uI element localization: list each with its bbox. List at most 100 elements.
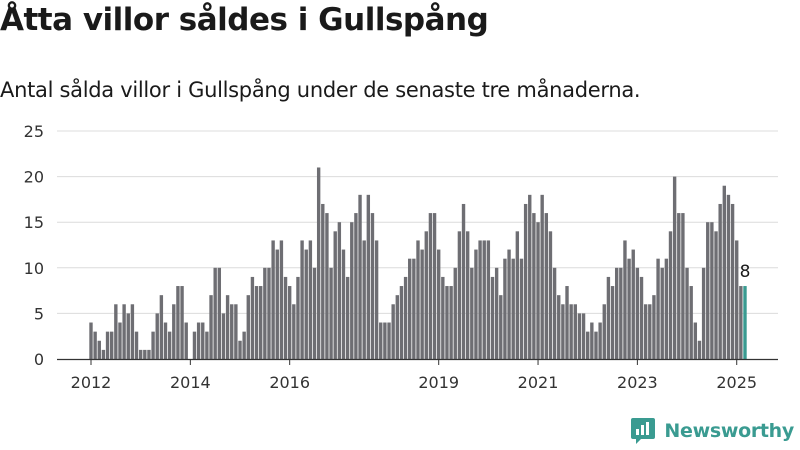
bar xyxy=(89,322,93,359)
bar xyxy=(515,231,520,359)
bar xyxy=(610,286,615,359)
bar xyxy=(453,267,457,359)
bar xyxy=(482,240,486,359)
bar xyxy=(155,313,159,359)
bar xyxy=(619,267,623,359)
bar xyxy=(548,231,553,359)
bar xyxy=(325,213,329,359)
bar xyxy=(718,203,722,359)
bar xyxy=(93,331,97,359)
bar xyxy=(635,267,640,359)
x-axis: 2012 2014 2016 2019 2021 2023 2025 xyxy=(57,358,778,392)
bar xyxy=(735,240,739,359)
bar xyxy=(205,331,209,359)
bar xyxy=(110,331,114,359)
bar xyxy=(490,276,495,359)
bar xyxy=(217,267,222,359)
bar xyxy=(457,231,462,359)
bar xyxy=(693,322,698,359)
bar xyxy=(159,295,164,359)
bar xyxy=(304,249,308,359)
bar xyxy=(316,167,321,359)
page-subtitle: Antal sålda villor i Gullspång under de … xyxy=(0,78,641,102)
bar xyxy=(213,267,217,359)
x-tick-label: 2012 xyxy=(71,373,112,392)
bar xyxy=(105,331,110,359)
bar xyxy=(209,295,213,359)
bar xyxy=(726,194,731,359)
bar xyxy=(130,304,135,359)
bar xyxy=(387,322,391,359)
bar xyxy=(552,267,557,359)
bar xyxy=(230,304,234,359)
bar xyxy=(441,276,445,359)
bar xyxy=(321,203,325,359)
bar xyxy=(573,304,577,359)
bar xyxy=(648,304,652,359)
bar xyxy=(519,258,524,359)
bar xyxy=(697,340,702,359)
bar xyxy=(234,304,238,359)
bar xyxy=(271,240,275,359)
x-tick-label: 2014 xyxy=(170,373,211,392)
bar xyxy=(594,331,598,359)
bar xyxy=(631,249,635,359)
bar xyxy=(225,295,230,359)
bar xyxy=(499,295,503,359)
bar xyxy=(639,276,644,359)
bar xyxy=(292,304,296,359)
bar xyxy=(163,322,168,359)
x-tick-label: 2016 xyxy=(269,373,310,392)
bar xyxy=(461,203,466,359)
bar xyxy=(565,286,569,359)
y-tick-label: 10 xyxy=(24,259,44,278)
bar xyxy=(362,240,366,359)
bar xyxy=(623,240,627,359)
bar xyxy=(743,286,747,359)
data-labels: 8 xyxy=(740,262,751,282)
bar xyxy=(283,276,288,359)
bar xyxy=(287,286,292,359)
bar xyxy=(614,267,619,359)
bar xyxy=(664,258,669,359)
bar xyxy=(180,286,184,359)
bar xyxy=(536,222,540,359)
bar xyxy=(114,304,118,359)
bar xyxy=(606,276,611,359)
x-tick-label: 2021 xyxy=(518,373,559,392)
bar xyxy=(254,286,259,359)
bar xyxy=(714,231,718,359)
bar xyxy=(432,213,437,359)
bar xyxy=(544,213,549,359)
bar xyxy=(598,322,602,359)
bar xyxy=(523,203,528,359)
bar xyxy=(590,322,594,359)
bar xyxy=(176,286,180,359)
bar xyxy=(503,258,507,359)
bar xyxy=(395,295,399,359)
bar xyxy=(437,249,441,359)
bar xyxy=(329,267,333,359)
bar xyxy=(710,222,714,359)
bar xyxy=(706,222,710,359)
bar xyxy=(399,286,404,359)
bar xyxy=(201,322,205,359)
bar xyxy=(478,240,482,359)
y-tick-label: 25 xyxy=(24,122,44,141)
bar xyxy=(263,267,267,359)
bar xyxy=(408,258,412,359)
bar xyxy=(379,322,383,359)
bar xyxy=(652,295,656,359)
bar xyxy=(192,331,197,359)
bar xyxy=(532,213,536,359)
bar xyxy=(184,322,188,359)
bar xyxy=(143,349,147,359)
bar xyxy=(681,213,685,359)
bar xyxy=(391,304,395,359)
bar xyxy=(561,304,565,359)
y-tick-label: 0 xyxy=(34,350,44,369)
bar xyxy=(341,249,346,359)
bar xyxy=(470,267,474,359)
bar xyxy=(540,194,544,359)
